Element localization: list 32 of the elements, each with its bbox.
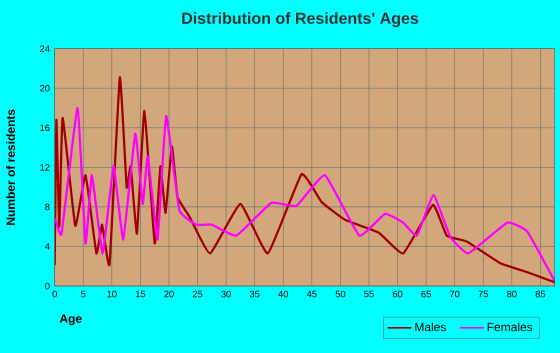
x-tick-label: 65 xyxy=(421,290,431,298)
x-tick-label: 55 xyxy=(364,290,374,298)
y-tick-label: 16 xyxy=(40,124,50,132)
x-tick-label: 45 xyxy=(306,290,317,298)
x-tick-label: 15 xyxy=(136,290,146,298)
x-tick-label: 25 xyxy=(192,290,202,298)
y-tick-label: 4 xyxy=(44,243,50,250)
line-series xyxy=(54,76,555,284)
x-tick-label: 0 xyxy=(52,290,57,298)
y-tick-label: 12 xyxy=(40,164,50,171)
x-tick-label: 40 xyxy=(278,290,288,298)
x-tick-label: 30 xyxy=(221,290,231,298)
x-tick-label: 50 xyxy=(336,290,346,298)
y-tick-label: 20 xyxy=(40,84,50,92)
x-tick-label: 5 xyxy=(81,290,86,298)
x-tick-label: 20 xyxy=(164,290,174,298)
legend-label: Males xyxy=(415,322,446,332)
line-series xyxy=(54,106,555,282)
x-tick-label: 85 xyxy=(536,290,546,298)
y-tick-label: 8 xyxy=(45,204,50,210)
x-tick-label: 70 xyxy=(450,290,460,298)
y-axis-title: Number of residents xyxy=(6,109,15,225)
x-tick-label: 10 xyxy=(107,290,117,298)
x-axis-title: Age xyxy=(60,314,82,326)
x-tick-label: 60 xyxy=(392,290,402,298)
legend-label: Females xyxy=(488,322,532,332)
y-tick-label: 24 xyxy=(40,45,50,52)
x-tick-label: 75 xyxy=(478,290,488,298)
x-tick-label: 35 xyxy=(250,290,260,298)
x-tick-label: 80 xyxy=(507,290,517,298)
chart-title: Distribution of Residents' Ages xyxy=(182,12,418,28)
y-tick-label: 0 xyxy=(45,282,50,290)
